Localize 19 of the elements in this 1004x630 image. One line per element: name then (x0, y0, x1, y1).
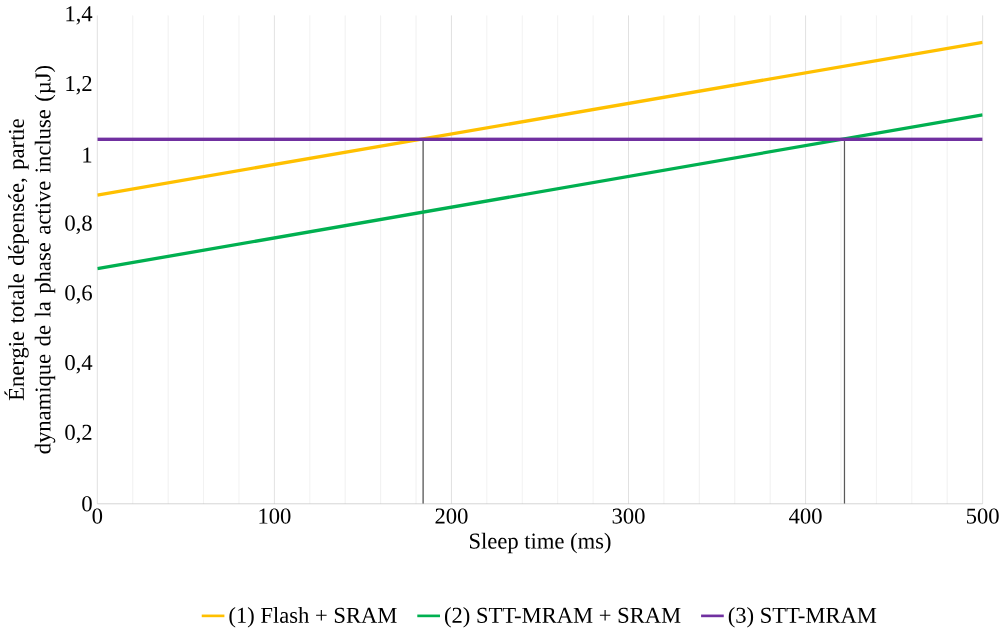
y-tick-label: 0 (82, 496, 92, 512)
legend-label: (1) Flash + SRAM (229, 607, 397, 628)
x-tick-label: 300 (612, 508, 645, 524)
y-tick-label: 1 (83, 147, 92, 163)
y-axis-title: Énergie totale dépensée, partie dynamique de la phase active incluse (µJ) (4, 65, 56, 454)
y-tick-label: 0,4 (65, 355, 93, 374)
x-tick-label: 0 (92, 508, 103, 524)
legend-label: (2) STT-MRAM + SRAM (444, 607, 681, 628)
y-tick-label: 0,6 (65, 285, 92, 304)
legend-label: (3) STT-MRAM (728, 607, 877, 628)
x-tick-label: 500 (967, 508, 999, 524)
x-tick-label: 200 (435, 508, 468, 524)
y-tick-label: 0,8 (65, 215, 92, 234)
y-tick-label: 0,2 (65, 424, 92, 444)
x-axis-title: Sleep time (ms) (469, 532, 611, 554)
y-tick-label: 1,4 (66, 6, 93, 25)
x-tick-label: 100 (259, 508, 291, 524)
y-tick-label: 1,2 (66, 75, 92, 95)
x-tick-label: 400 (789, 508, 822, 524)
